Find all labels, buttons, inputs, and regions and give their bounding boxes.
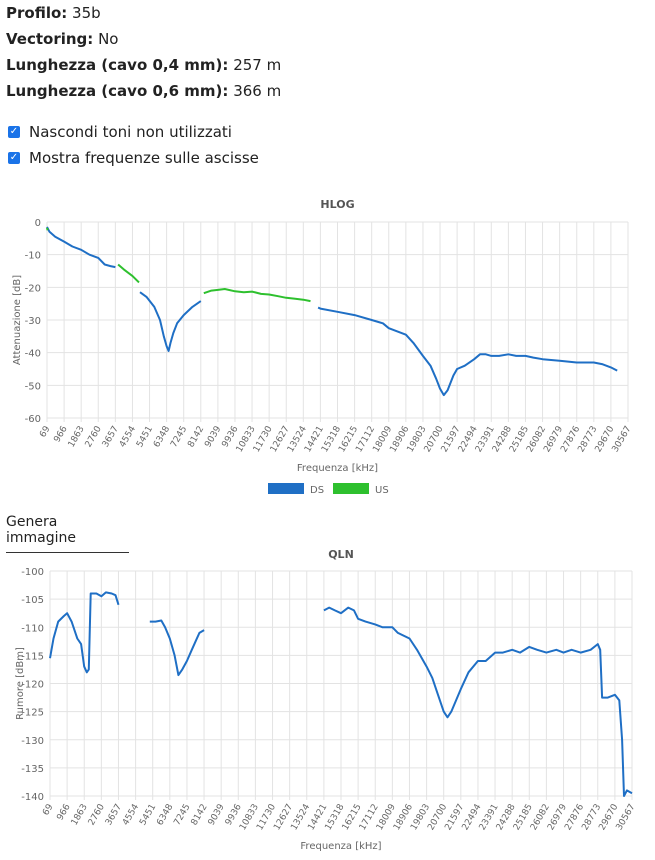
x-tick-label: 5451	[135, 425, 155, 450]
qln-chart: QLN-100-105-110-115-120-125-130-135-1406…	[15, 548, 638, 852]
series-line-us	[203, 288, 311, 303]
y-tick-label: -135	[21, 764, 44, 775]
profilo-row: Profilo: 35b	[6, 4, 101, 22]
y-tick-label: -20	[25, 283, 41, 294]
x-tick-label: 6348	[152, 424, 172, 449]
lunghezza-06-value: 366 m	[233, 82, 282, 100]
y-tick-label: -40	[25, 349, 41, 360]
y-tick-label: -140	[21, 792, 44, 803]
x-tick-label: 4554	[118, 424, 138, 449]
y-tick-label: -30	[25, 316, 41, 327]
y-axis-label: Rumore [dBm]	[15, 647, 26, 720]
legend-swatch-ds	[268, 483, 304, 494]
series-line-ds	[139, 291, 202, 352]
x-tick-label: 9039	[207, 802, 227, 827]
lunghezza-04-row: Lunghezza (cavo 0,4 mm): 257 m	[6, 56, 282, 74]
x-tick-label: 966	[55, 802, 72, 822]
x-tick-label: 1863	[67, 425, 87, 450]
legend-label-us: US	[375, 485, 389, 496]
y-tick-label: -115	[21, 651, 44, 662]
checkbox-checked-icon[interactable]: ✓	[8, 152, 20, 164]
checkbox-checked-icon[interactable]: ✓	[8, 126, 20, 138]
lunghezza-06-row: Lunghezza (cavo 0,6 mm): 366 m	[6, 82, 282, 100]
x-tick-label: 4554	[121, 802, 141, 827]
x-tick-label: 2760	[84, 424, 104, 449]
lunghezza-06-label: Lunghezza (cavo 0,6 mm)	[6, 82, 223, 100]
y-tick-label: -60	[25, 414, 41, 425]
series-line-ds	[49, 591, 120, 674]
x-tick-label: 7245	[169, 425, 189, 450]
x-tick-label: 69	[41, 802, 56, 817]
chart-title: QLN	[328, 548, 354, 561]
x-tick-label: 8142	[190, 803, 210, 828]
lunghezza-04-value: 257 m	[233, 56, 282, 74]
y-tick-label: -100	[21, 567, 44, 578]
y-axis-label: Attenuazione [dB]	[12, 275, 23, 365]
series-line-ds	[323, 606, 633, 797]
x-tick-label: 3657	[101, 425, 121, 450]
generate-image-button[interactable]: Genera immagine	[6, 514, 129, 553]
x-tick-label: 69	[38, 424, 53, 439]
series-line-ds	[149, 619, 205, 677]
profilo-value: 35b	[72, 4, 101, 22]
vectoring-value: No	[98, 30, 119, 48]
y-tick-label: -110	[21, 623, 44, 634]
vectoring-label: Vectoring	[6, 30, 88, 48]
y-tick-label: -125	[21, 708, 44, 719]
vectoring-row: Vectoring: No	[6, 30, 119, 48]
series-line-us	[46, 227, 49, 231]
x-axis-label: Frequenza [kHz]	[297, 463, 378, 474]
show-frequencies-checkbox[interactable]: ✓ Mostra frequenze sulle ascisse	[8, 149, 259, 167]
y-tick-label: 0	[35, 218, 41, 229]
x-tick-label: 8142	[186, 425, 206, 450]
series-line-ds	[317, 306, 618, 397]
x-tick-label: 5451	[138, 803, 158, 828]
chart-title: HLOG	[320, 198, 354, 211]
y-tick-label: -130	[21, 736, 44, 747]
x-tick-label: 7245	[172, 803, 192, 828]
y-tick-label: -10	[25, 251, 41, 262]
show-frequencies-label: Mostra frequenze sulle ascisse	[29, 149, 259, 167]
x-tick-label: 9039	[203, 424, 223, 449]
y-tick-label: -120	[21, 680, 44, 691]
legend-swatch-us	[333, 483, 369, 494]
x-tick-label: 2760	[87, 802, 107, 827]
hide-unused-tones-checkbox[interactable]: ✓ Nascondi toni non utilizzati	[8, 123, 232, 141]
x-axis-label: Frequenza [kHz]	[300, 841, 381, 852]
profilo-label: Profilo	[6, 4, 62, 22]
x-tick-label: 966	[52, 424, 69, 444]
x-tick-label: 3657	[104, 803, 124, 828]
lunghezza-04-label: Lunghezza (cavo 0,4 mm)	[6, 56, 223, 74]
series-line-ds	[46, 226, 116, 269]
y-tick-label: -50	[25, 381, 41, 392]
legend-label-ds: DS	[310, 485, 324, 496]
x-tick-label: 6348	[155, 802, 175, 827]
y-tick-label: -105	[21, 595, 44, 606]
x-tick-label: 1863	[70, 803, 90, 828]
hide-unused-tones-label: Nascondi toni non utilizzati	[29, 123, 232, 141]
series-line-us	[117, 263, 140, 284]
